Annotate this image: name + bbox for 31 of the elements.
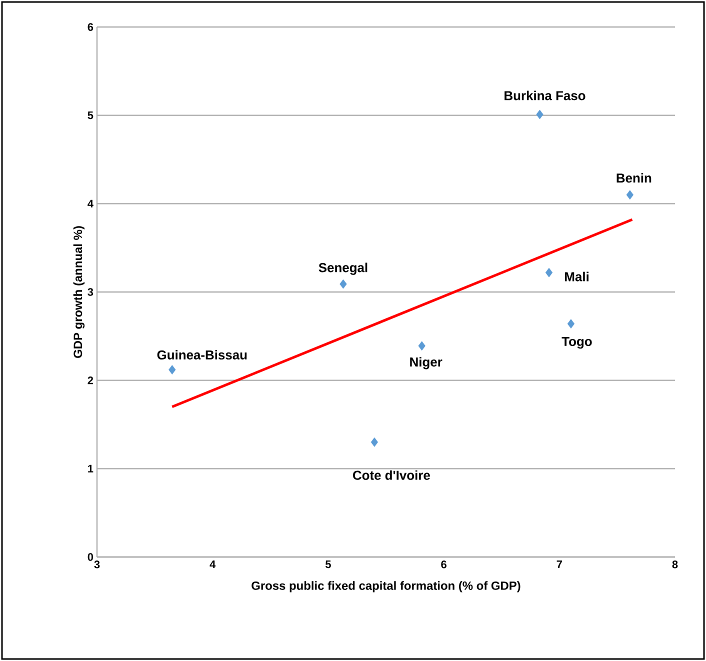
x-tick-label: 7 — [556, 560, 562, 568]
y-tick-label: 0 — [88, 553, 94, 561]
annotation: Guinea-Bissau — [157, 350, 247, 360]
annotation: Mali — [565, 272, 588, 282]
annotation: Senegal — [318, 262, 368, 275]
y-tick-label: 6 — [88, 23, 94, 31]
annotation: Niger — [410, 357, 442, 370]
y-tick-label: 4 — [88, 200, 94, 208]
point — [536, 110, 544, 120]
annotation: Togo — [562, 337, 592, 349]
annotation: Burkina Faso — [504, 90, 586, 100]
point — [168, 365, 176, 374]
y-tick-label: 3 — [88, 288, 94, 296]
annotation: Benin — [616, 173, 652, 183]
point — [340, 279, 347, 289]
x-tick-label: 5 — [326, 560, 331, 568]
point — [418, 341, 426, 351]
point — [626, 190, 634, 200]
x-axis-title: Gross public fixed capital formation (% of GDP) — [252, 581, 520, 592]
x-tick-label: 8 — [672, 560, 678, 568]
y-tick-label: 2 — [88, 376, 94, 384]
y-axis-title: GDP growth (annual %) — [73, 226, 85, 358]
point — [370, 437, 378, 447]
x-tick-label: 4 — [210, 560, 216, 568]
x-tick-label: 3 — [94, 560, 100, 568]
point — [545, 268, 553, 278]
y-tick-label: 1 — [88, 464, 94, 472]
x-tick-label: 6 — [441, 560, 446, 568]
point — [567, 319, 575, 328]
annotation: Cote d'Ivoire — [353, 470, 430, 480]
y-tick-label: 5 — [88, 112, 94, 120]
